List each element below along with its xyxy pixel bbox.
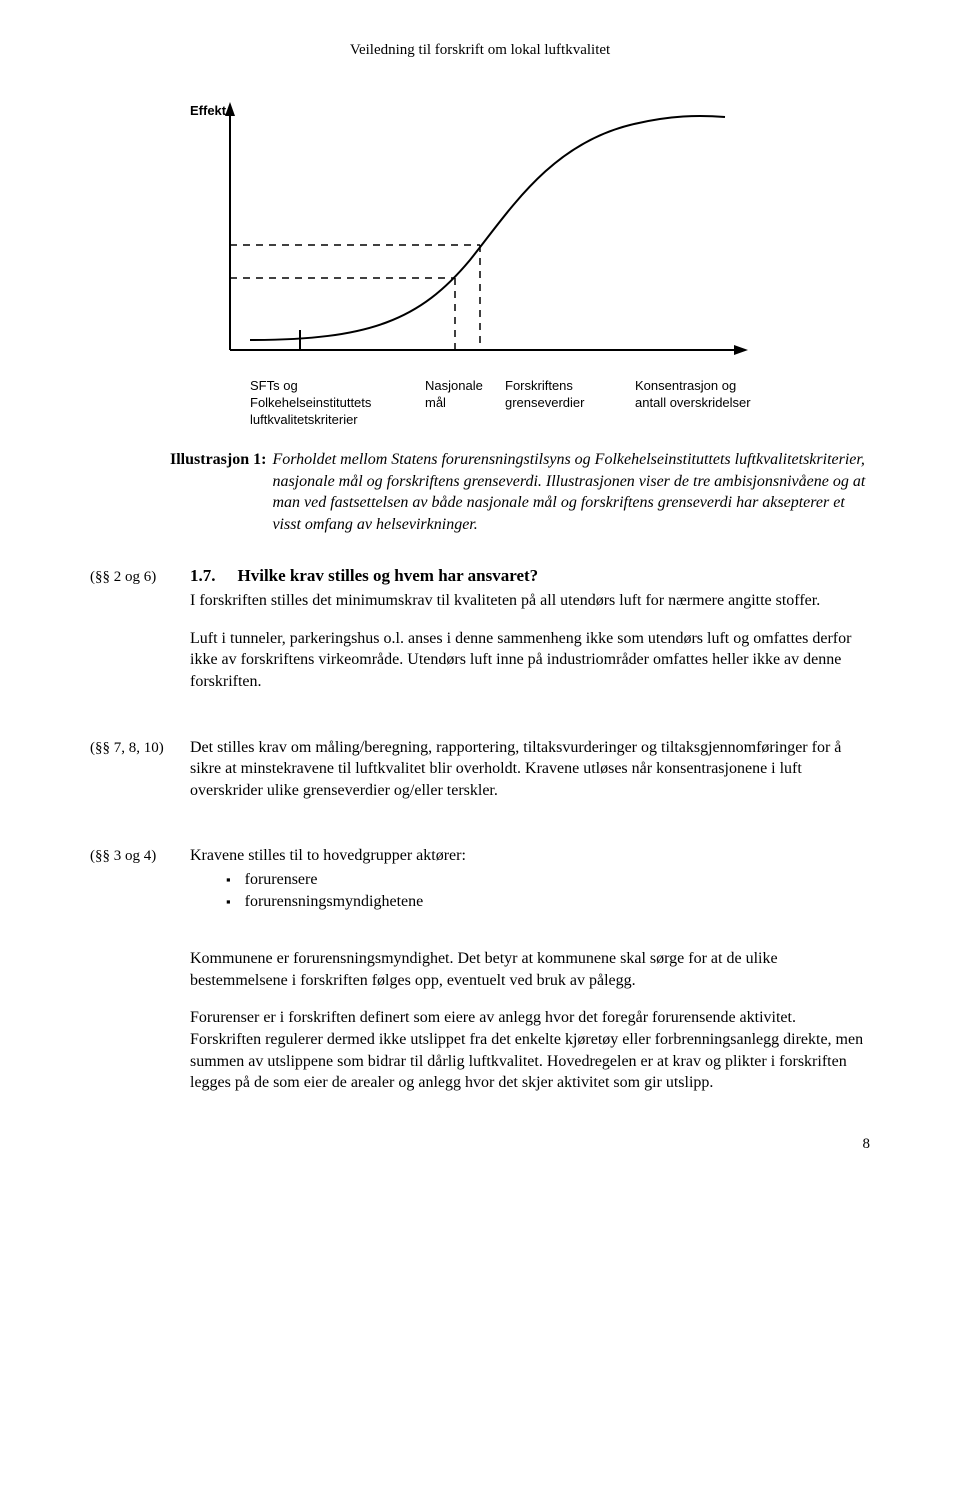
xlabel-2: Nasjonalemål [425, 378, 505, 429]
section-1-7: (§§ 2 og 6) 1.7. Hvilke krav stilles og … [90, 565, 870, 708]
lower-paras: Kommunene er forurensningsmyndighet. Det… [190, 948, 870, 1094]
bullet-list: forurensere forurensningsmyndighetene [226, 869, 870, 912]
para-5: Kommunene er forurensningsmyndighet. Det… [190, 948, 870, 991]
chart-svg: Effekt [170, 90, 770, 370]
section-number: 1.7. [190, 566, 216, 585]
x-axis-labels: SFTs ogFolkehelseinstituttetsluftkvalite… [250, 378, 870, 429]
bullet-1: forurensere [226, 869, 870, 891]
xlabel-4: Konsentrasjon ogantall overskridelser [635, 378, 785, 429]
xlabel-1: SFTs ogFolkehelseinstituttetsluftkvalite… [250, 378, 425, 429]
margin-ref-2: (§§ 7, 8, 10) [90, 738, 190, 758]
xlabel-3: Forskriftensgrenseverdier [505, 378, 635, 429]
para-3: Det stilles krav om måling/beregning, ra… [190, 737, 870, 802]
svg-text:Effekt: Effekt [190, 103, 227, 118]
effect-chart: Effekt SFTs ogFolkehelseinstituttetsluft… [170, 90, 870, 429]
para-1: I forskriften stilles det minimumskrav t… [190, 590, 870, 612]
page-header: Veiledning til forskrift om lokal luftkv… [90, 40, 870, 60]
figure-caption: Illustrasjon 1: Forholdet mellom Statens… [170, 449, 870, 535]
section-title: Hvilke krav stilles og hvem har ansvaret… [238, 566, 539, 585]
para-4-lead: Kravene stilles til to hovedgrupper aktø… [190, 845, 870, 867]
caption-body: Forholdet mellom Statens forurensningsti… [272, 449, 870, 535]
margin-ref-3: (§§ 3 og 4) [90, 846, 190, 866]
block-3: (§§ 3 og 4) Kravene stilles til to hoved… [90, 845, 870, 912]
caption-lead: Illustrasjon 1: [170, 449, 266, 535]
block-2: (§§ 7, 8, 10) Det stilles krav om måling… [90, 737, 870, 818]
bullet-2: forurensningsmyndighetene [226, 891, 870, 913]
para-6: Forurenser er i forskriften definert som… [190, 1007, 870, 1093]
para-2: Luft i tunneler, parkeringshus o.l. anse… [190, 628, 870, 693]
page-number: 8 [90, 1134, 870, 1154]
margin-ref-1: (§§ 2 og 6) [90, 567, 190, 587]
